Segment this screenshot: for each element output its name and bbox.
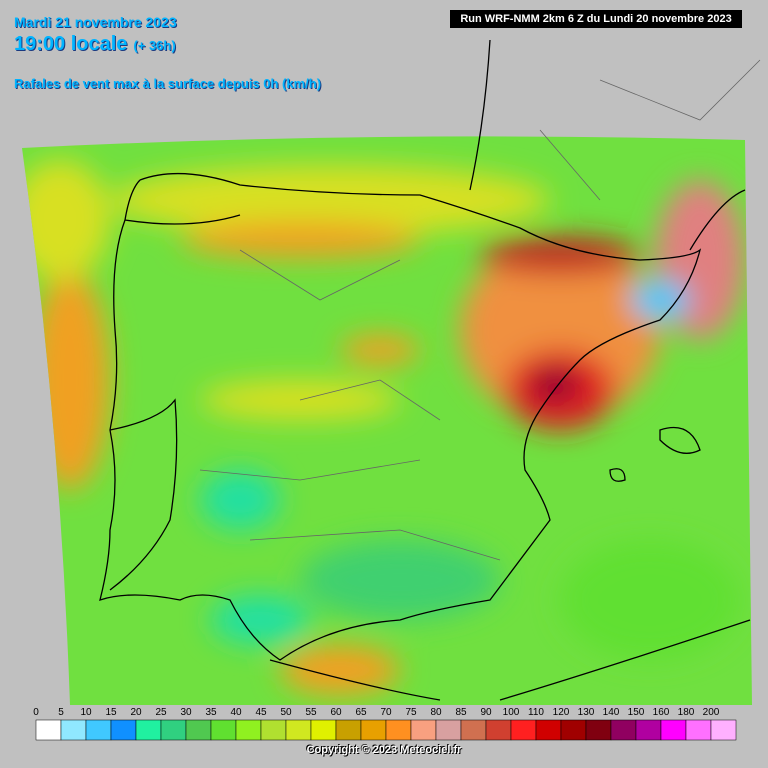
- legend-label: 85: [455, 707, 467, 718]
- legend-label: 75: [405, 707, 417, 718]
- legend-swatch: [135, 719, 162, 741]
- legend-swatch: [85, 719, 112, 741]
- legend-swatch: [585, 719, 612, 741]
- legend-swatch: [560, 719, 587, 741]
- legend-swatch: [235, 719, 262, 741]
- regions: [199, 59, 761, 561]
- legend-swatch: [160, 719, 187, 741]
- legend: 0 5 10 15 20 25 30 35 40 45 50 55 60 65 70 75 80 85 90 100 1…: [33, 707, 737, 741]
- legend-swatch: [285, 719, 312, 741]
- legend-label: 35: [205, 707, 217, 718]
- legend-label: 80: [430, 707, 442, 718]
- legend-label: 20: [130, 707, 142, 718]
- legend-swatch: [335, 719, 362, 741]
- legend-swatch: [435, 719, 462, 741]
- wind-field: [22, 136, 752, 705]
- borders: [99, 39, 751, 701]
- time-line: 19:00 locale (+ 36h): [14, 33, 176, 56]
- subtitle: Rafales de vent max à la surface depuis …: [14, 76, 322, 91]
- legend-swatch: [685, 719, 712, 741]
- legend-swatch: [360, 719, 387, 741]
- legend-label: 55: [305, 707, 317, 718]
- legend-label: 120: [553, 707, 570, 718]
- lead-time: (+ 36h): [133, 38, 176, 53]
- legend-label: 60: [330, 707, 342, 718]
- legend-swatch: [460, 719, 487, 741]
- copyright: Copyright © 2023 Meteociel.fr: [306, 744, 462, 756]
- legend-swatch: [535, 719, 562, 741]
- legend-label: 10: [80, 707, 92, 718]
- legend-label: 100: [503, 707, 520, 718]
- date: Mardi 21 novembre 2023: [14, 14, 177, 30]
- legend-label: 25: [155, 707, 167, 718]
- legend-swatch: [210, 719, 237, 741]
- legend-swatch: [660, 719, 687, 741]
- legend-label: 130: [578, 707, 595, 718]
- legend-label: 15: [105, 707, 117, 718]
- legend-label: 70: [380, 707, 392, 718]
- legend-swatch: [485, 719, 512, 741]
- legend-label: 50: [280, 707, 292, 718]
- legend-label: 5: [58, 707, 64, 718]
- legend-label: 0: [33, 707, 39, 718]
- legend-swatch: [35, 719, 62, 741]
- legend-label: 65: [355, 707, 367, 718]
- legend-label: 30: [180, 707, 192, 718]
- legend-label: 140: [603, 707, 620, 718]
- legend-label: 150: [628, 707, 645, 718]
- time: 19:00 locale: [14, 33, 128, 55]
- legend-swatch: [185, 719, 212, 741]
- legend-swatch: [635, 719, 662, 741]
- legend-swatch: [260, 719, 287, 741]
- legend-swatch: [110, 719, 137, 741]
- legend-swatch: [410, 719, 437, 741]
- legend-label: 200: [703, 707, 720, 718]
- run-info: Run WRF-NMM 2km 6 Z du Lundi 20 novembre…: [450, 10, 742, 28]
- legend-label: 90: [480, 707, 492, 718]
- legend-swatch: [610, 719, 637, 741]
- legend-label: 160: [653, 707, 670, 718]
- legend-label: 40: [230, 707, 242, 718]
- legend-swatch: [510, 719, 537, 741]
- legend-swatch: [60, 719, 87, 741]
- legend-swatch: [310, 719, 337, 741]
- legend-label: 45: [255, 707, 267, 718]
- legend-swatch: [710, 719, 737, 741]
- legend-swatch: [385, 719, 412, 741]
- legend-label: 110: [528, 707, 544, 718]
- legend-label: 180: [678, 707, 695, 718]
